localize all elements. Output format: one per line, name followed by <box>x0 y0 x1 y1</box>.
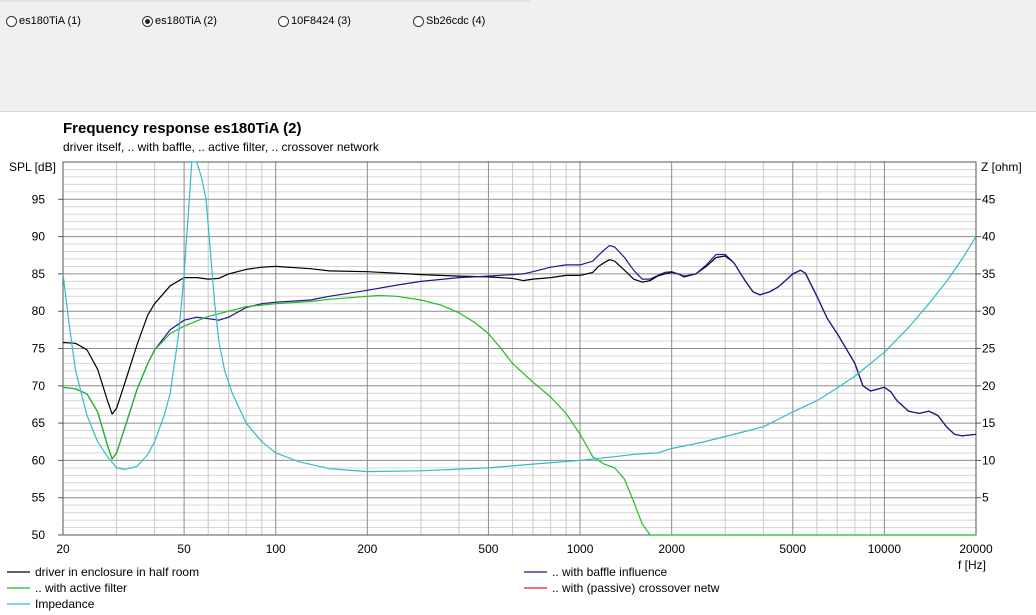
grid-lines <box>63 162 976 535</box>
y-left-axis-label: SPL [dB] <box>9 160 56 174</box>
x-tick-label: 100 <box>266 542 286 556</box>
plot-frame <box>62 161 977 536</box>
y-left-tick-label: 75 <box>32 342 46 356</box>
x-tick-label: 20000 <box>959 542 993 556</box>
panel-top-border <box>0 0 530 2</box>
x-tick-label: 5000 <box>779 542 806 556</box>
series-line-2 <box>62 294 976 536</box>
radio-option-1[interactable]: es180TiA (1) <box>6 13 81 29</box>
x-axis-label: f [Hz] <box>958 558 986 572</box>
series-line-0 <box>62 255 977 437</box>
y-right-tick-label: 35 <box>982 267 996 281</box>
radio-button-icon[interactable] <box>142 15 153 27</box>
y-left-tick-label: 85 <box>32 267 46 281</box>
axis-ticks: 50 55 60 65 70 75 80 85 90 95 5 10 15 20 25 30 35 40 45 20 5… <box>32 192 996 556</box>
x-tick-label: 1000 <box>567 542 594 556</box>
legend-label-2: .. with active filter <box>35 581 127 595</box>
y-left-tick-label: 80 <box>32 304 46 318</box>
legend-label-3: .. with (passive) crossover netw <box>552 581 720 595</box>
x-tick-label: 10000 <box>868 542 902 556</box>
x-tick-label: 20 <box>56 542 70 556</box>
radio-button-icon[interactable] <box>413 15 424 27</box>
y-right-tick-label: 40 <box>982 230 996 244</box>
y-right-axis-label: Z [ohm] <box>981 160 1022 174</box>
radio-option-3[interactable]: 10F8424 (3) <box>278 13 351 29</box>
radio-label[interactable]: es180TiA (2) <box>155 15 217 27</box>
y-right-tick-label: 45 <box>982 192 996 206</box>
chart-title: Frequency response es180TiA (2) <box>63 120 301 137</box>
y-right-tick-label: 25 <box>982 342 996 356</box>
radio-label[interactable]: es180TiA (1) <box>19 15 81 27</box>
x-tick-label: 50 <box>177 542 191 556</box>
y-left-tick-label: 55 <box>32 491 46 505</box>
y-right-tick-label: 5 <box>982 491 989 505</box>
driver-selector-panel: es180TiA (1) es180TiA (2) 10F8424 (3) Sb… <box>0 0 1036 112</box>
radio-label[interactable]: 10F8424 (3) <box>291 15 351 27</box>
series-line-1 <box>62 245 977 460</box>
y-left-tick-label: 95 <box>32 192 46 206</box>
chart-subtitle: driver itself, .. with baffle, .. active… <box>63 140 380 154</box>
y-left-tick-label: 50 <box>32 528 46 542</box>
y-right-tick-label: 15 <box>982 416 996 430</box>
legend-label-1: .. with baffle influence <box>552 565 668 579</box>
y-left-tick-label: 70 <box>32 379 46 393</box>
radio-label[interactable]: Sb26cdc (4) <box>426 15 486 27</box>
legend-label-4: Impedance <box>35 597 95 611</box>
y-left-tick-label: 65 <box>32 416 46 430</box>
y-left-tick-label: 90 <box>32 230 46 244</box>
radio-dot-icon <box>145 18 150 24</box>
series-lines <box>62 161 977 536</box>
x-tick-label: 500 <box>478 542 498 556</box>
series-line-4 <box>62 161 977 473</box>
y-right-tick-label: 20 <box>982 379 996 393</box>
y-left-tick-label: 60 <box>32 453 46 467</box>
x-tick-label: 2000 <box>658 542 685 556</box>
radio-option-2[interactable]: es180TiA (2) <box>142 13 217 29</box>
y-right-tick-label: 10 <box>982 453 996 467</box>
y-right-tick-label: 30 <box>982 304 996 318</box>
legend: driver in enclosure in half room .. with … <box>7 565 720 611</box>
radio-option-4[interactable]: Sb26cdc (4) <box>413 13 485 29</box>
frequency-response-chart: Frequency response es180TiA (2) driver i… <box>7 120 1022 611</box>
radio-button-icon[interactable] <box>278 15 289 27</box>
x-tick-label: 200 <box>357 542 377 556</box>
radio-button-icon[interactable] <box>6 15 17 27</box>
legend-label-0: driver in enclosure in half room <box>35 565 199 579</box>
